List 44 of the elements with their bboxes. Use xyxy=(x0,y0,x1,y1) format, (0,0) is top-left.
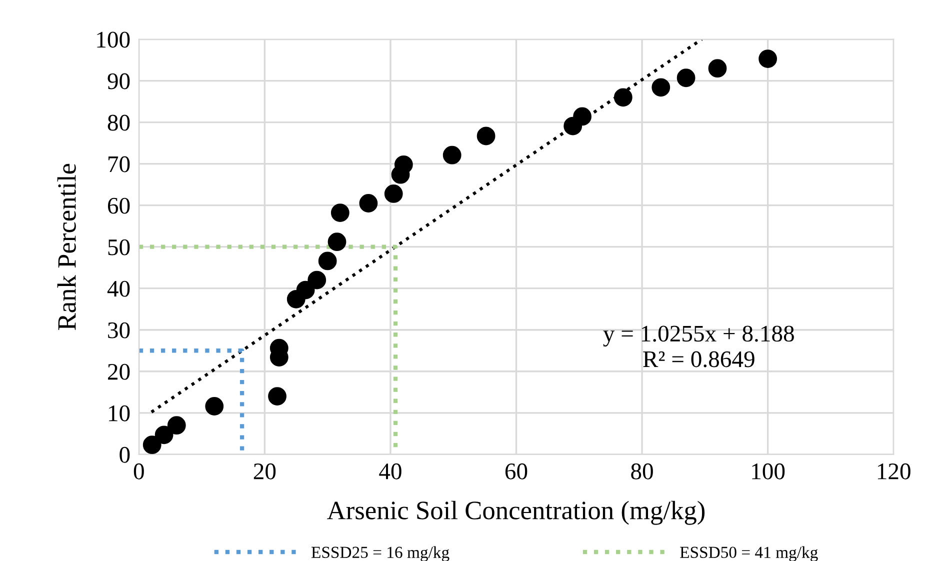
x-tick-label: 0 xyxy=(134,463,144,480)
x-tick-label: 40 xyxy=(379,463,402,480)
point xyxy=(384,184,403,203)
point xyxy=(167,416,186,435)
point xyxy=(708,59,727,78)
y-tick-label: 30 xyxy=(108,322,130,338)
text: ESSD50 = 41 mg/kg xyxy=(680,546,818,561)
x-tick-label: 80 xyxy=(631,463,653,480)
point xyxy=(308,270,326,290)
point xyxy=(652,78,670,97)
point xyxy=(205,397,224,416)
y-tick-label: 70 xyxy=(108,156,130,172)
y-tick-label: 10 xyxy=(109,405,130,422)
annotation: y = 1.0255x + 8.188 R² = 0.8649 xyxy=(603,326,794,368)
point xyxy=(318,252,337,270)
x-axis-title: Arsenic Soil Concentration (mg/kg) xyxy=(327,500,705,525)
point xyxy=(330,204,350,222)
point xyxy=(573,107,592,126)
y-tick-label: 80 xyxy=(108,114,130,131)
point xyxy=(328,232,346,252)
x-tick-label: 20 xyxy=(254,463,276,480)
point xyxy=(676,68,696,88)
point xyxy=(142,436,162,454)
point xyxy=(268,387,286,406)
y-tick-label: 90 xyxy=(108,73,130,90)
y-axis-title: Rank Percentile xyxy=(57,164,76,330)
x-tick-label: 100 xyxy=(752,463,785,480)
x-tick-label: 120 xyxy=(878,463,910,480)
point xyxy=(394,155,413,174)
y-tick-label: 100 xyxy=(97,32,130,48)
y-tick-label: 60 xyxy=(108,198,130,214)
point xyxy=(614,88,632,107)
text: ESSD25 = 16 mg/kg xyxy=(311,546,450,561)
y-tick-label: 50 xyxy=(108,239,130,256)
y-tick-label: 0 xyxy=(120,446,130,463)
point xyxy=(296,280,315,300)
point xyxy=(476,126,496,146)
y-tick-label: 20 xyxy=(108,364,130,380)
y-tick-label: 40 xyxy=(107,280,130,297)
point xyxy=(758,50,778,68)
point xyxy=(442,146,462,164)
x-tick-label: 60 xyxy=(505,463,528,480)
point xyxy=(154,426,174,444)
point xyxy=(359,194,378,212)
